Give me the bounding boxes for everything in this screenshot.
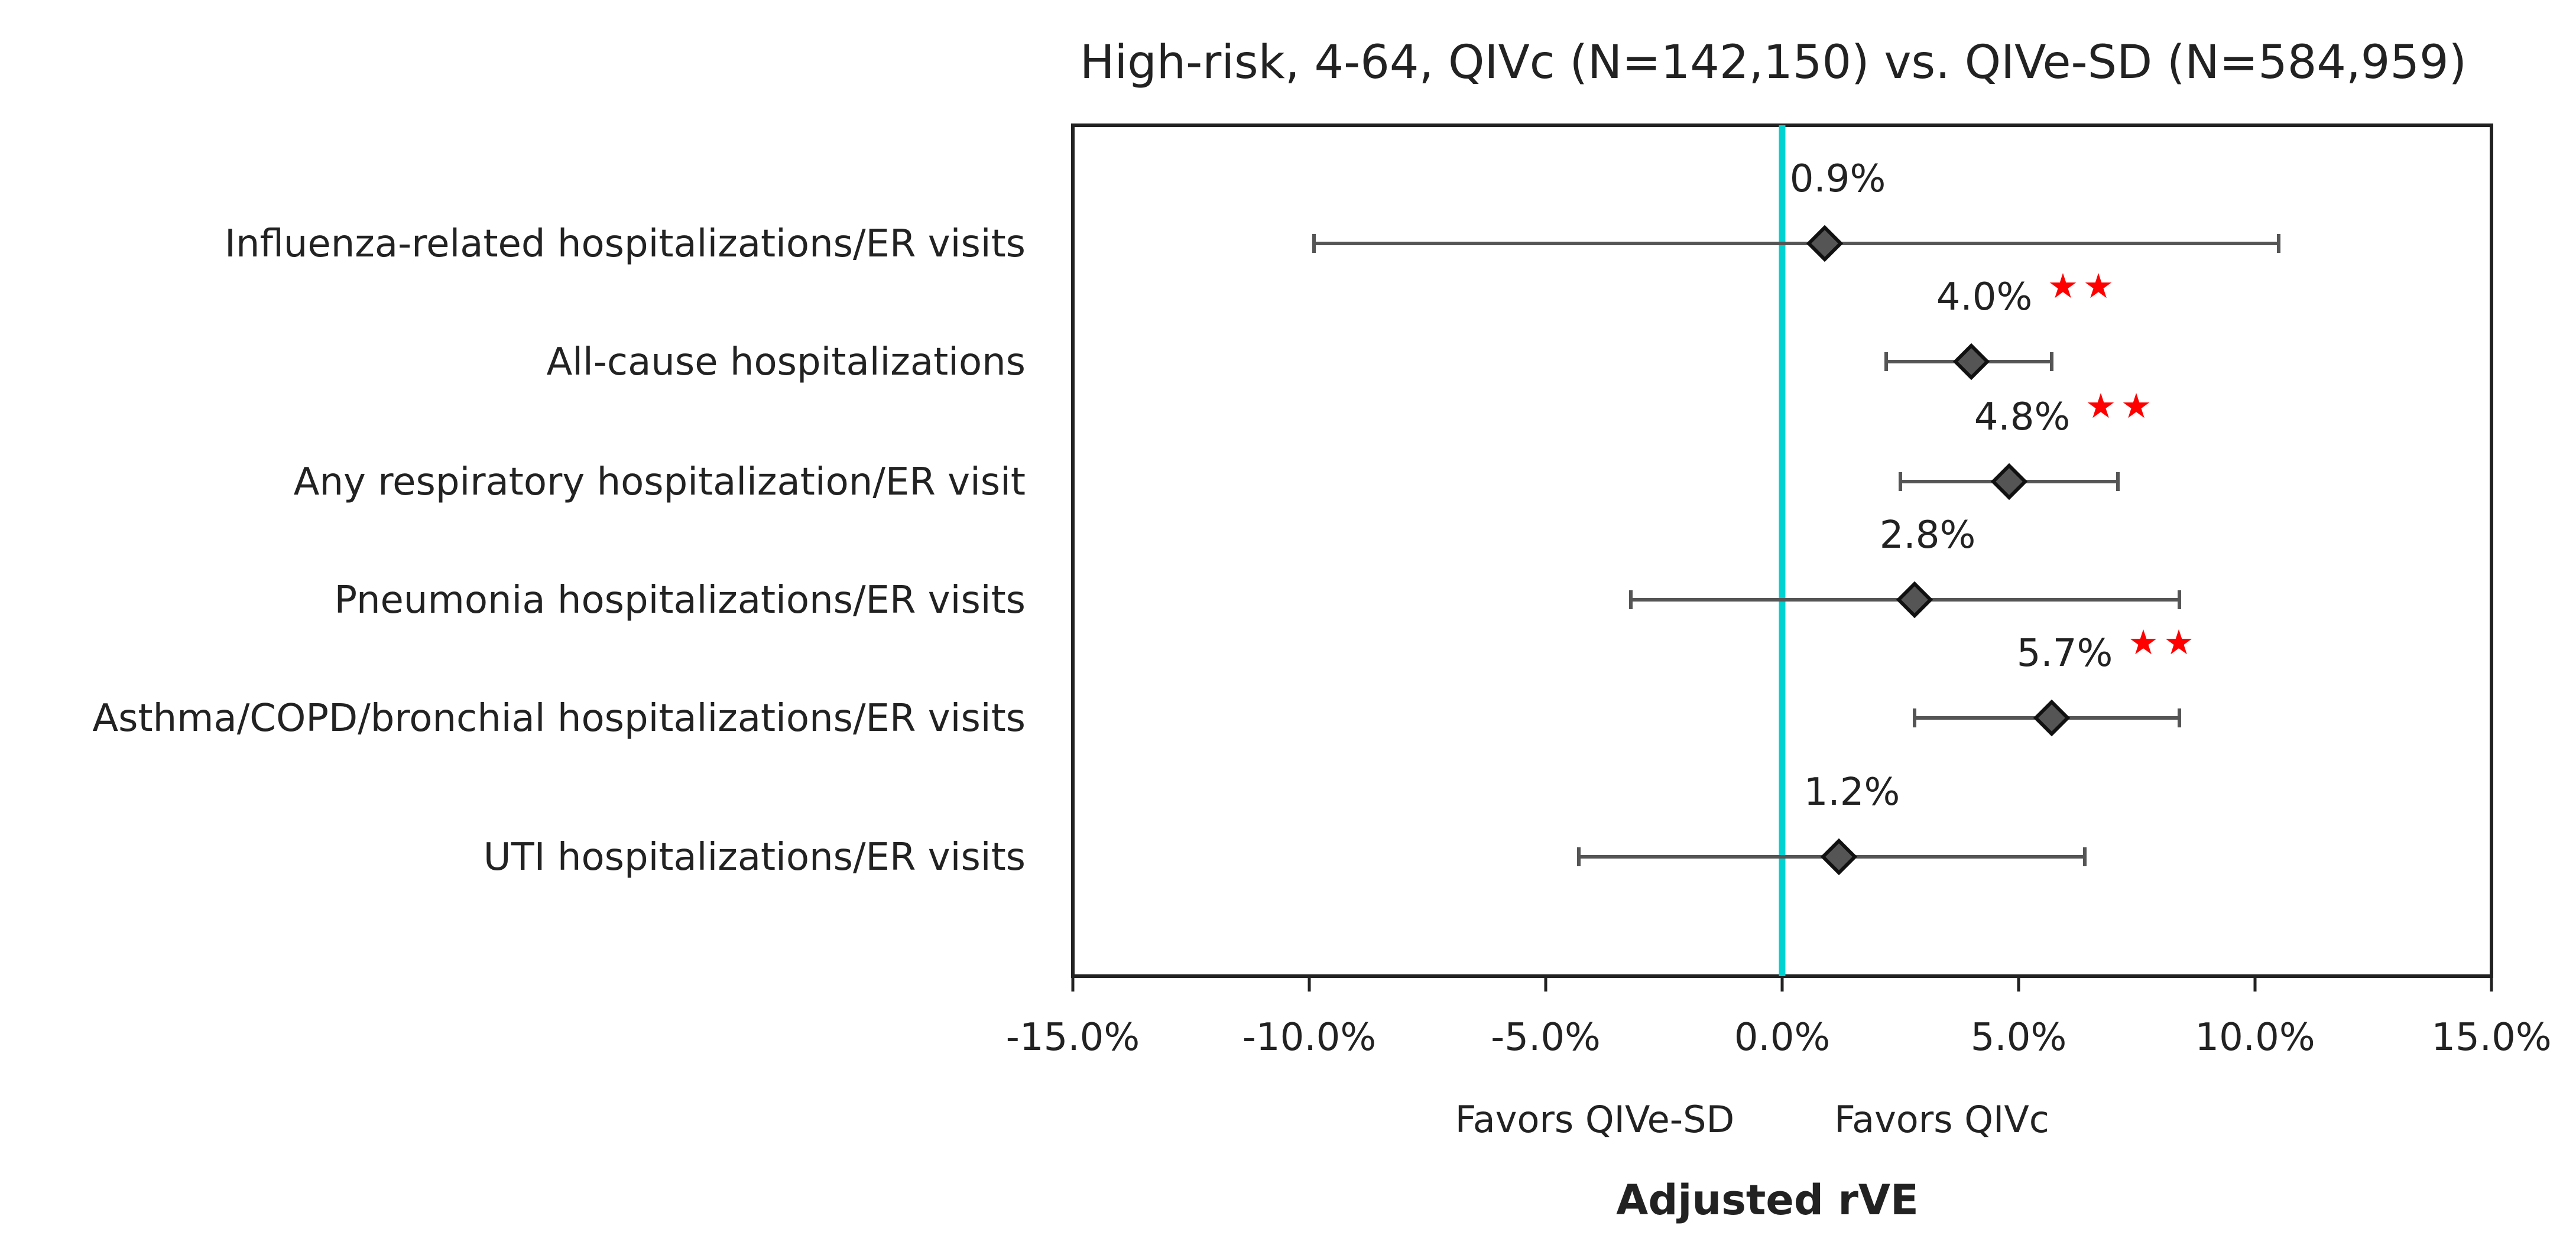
chart-title: High-risk, 4-64, QIVc (N=142,150) vs. QI…: [1080, 36, 2467, 89]
favors-right-label: Favors QIVc: [1834, 1098, 2049, 1141]
x-tick-label: 15.0%: [2431, 1016, 2551, 1059]
estimate-label: 5.7%: [2017, 632, 2113, 675]
significance-star: ★: [2048, 266, 2078, 306]
point-estimate: [2033, 699, 2071, 737]
x-tick-label: 10.0%: [2195, 1016, 2315, 1059]
row-label: UTI hospitalizations/ER visits: [484, 836, 1026, 879]
x-tick-label: 0.0%: [1734, 1016, 1831, 1059]
significance-star: ★: [2083, 266, 2114, 306]
row-label: Influenza-related hospitalizations/ER vi…: [225, 222, 1026, 266]
estimate-label: 0.9%: [1790, 157, 1886, 201]
significance-star: ★: [2085, 386, 2116, 426]
point-estimate: [1820, 838, 1858, 876]
x-tick-label: -10.0%: [1242, 1016, 1376, 1059]
significance-star: ★: [2128, 622, 2159, 662]
point-estimate: [1896, 581, 1933, 619]
estimate-label: 1.2%: [1804, 771, 1900, 814]
x-tick-label: 5.0%: [1971, 1016, 2067, 1059]
x-tick-label: -15.0%: [1006, 1016, 1140, 1059]
favors-left-label: Favors QIVe-SD: [1455, 1098, 1734, 1141]
point-estimate: [1990, 463, 2028, 500]
estimate-label: 4.0%: [1936, 275, 2033, 319]
estimate-label: 4.8%: [1974, 395, 2071, 439]
estimate-label: 2.8%: [1880, 513, 1976, 557]
x-tick-label: -5.0%: [1491, 1016, 1601, 1059]
plot-body: -15.0% -10.0% -5.0% 0.0% 5.0% 10.0% 15.0% Influ…: [92, 125, 2552, 1059]
row-label: Asthma/COPD/bronchial hospitalizations/E…: [92, 697, 1026, 740]
row-label: All-cause hospitalizations: [546, 340, 1026, 384]
point-estimate: [1952, 343, 1990, 381]
significance-star: ★: [2163, 622, 2194, 662]
row-label: Any respiratory hospitalization/ER visit: [294, 460, 1026, 504]
point-estimate: [1806, 225, 1844, 262]
significance-star: ★: [2121, 386, 2152, 426]
row-label: Pneumonia hospitalizations/ER visits: [335, 578, 1026, 622]
x-axis-title: Adjusted rVE: [1616, 1176, 1919, 1224]
